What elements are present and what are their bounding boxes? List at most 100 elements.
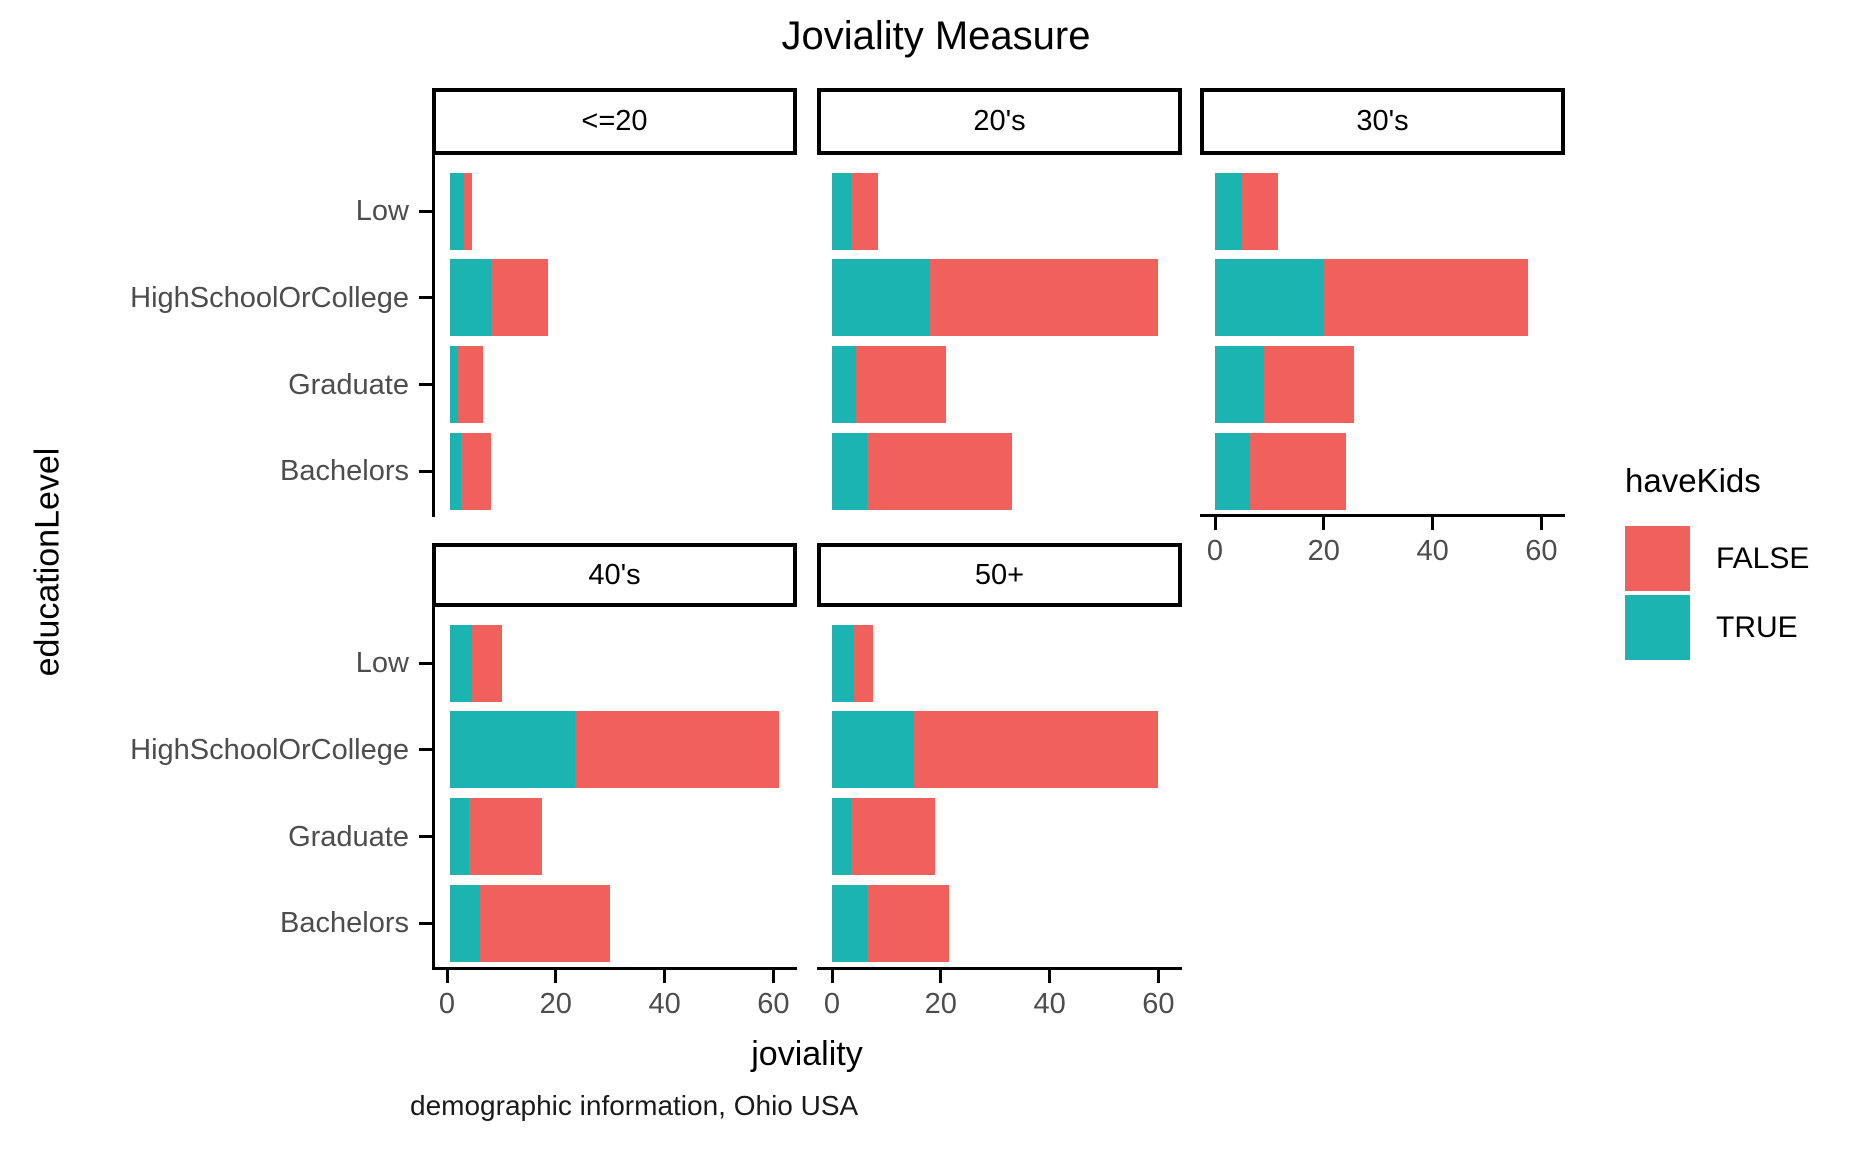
bar-segment-false-Bachelors [867, 432, 1012, 510]
x-axis-tick [554, 970, 558, 983]
facet-strip-label: 30's [1356, 105, 1409, 137]
facet-strip-label: 50+ [974, 558, 1025, 591]
bar-segment-false-Low [471, 624, 502, 702]
bar-segment-false-HighSchoolOrCollege [1323, 259, 1528, 337]
x-axis-tick [830, 970, 834, 983]
y-axis-tick [419, 921, 432, 925]
bar-segment-true-Low [832, 624, 854, 702]
bar-segment-true-Bachelors [832, 884, 868, 962]
bar-segment-true-Low [450, 624, 472, 702]
x-axis-tick [1156, 970, 1160, 983]
bar-segment-true-Bachelors [1215, 432, 1251, 510]
legend-entry-FALSE: FALSE [1625, 526, 1809, 591]
x-axis-tick [1539, 517, 1543, 530]
x-axis-tick [1322, 517, 1326, 530]
facet-strip-label: 20's [973, 105, 1026, 137]
y-category-label-HighSchoolOrCollege: HighSchoolOrCollege [130, 733, 409, 766]
bar-segment-true-Graduate [832, 346, 857, 424]
y-axis-tick [419, 469, 432, 473]
bar-segment-false-Bachelors [867, 884, 949, 962]
legend-title: haveKids [1625, 462, 1761, 499]
y-category-label-Low: Low [355, 647, 409, 679]
bar-segment-false-Low [851, 172, 879, 250]
bar-segment-true-Bachelors [832, 432, 868, 510]
x-axis-tick [939, 970, 943, 983]
bar-segment-true-Low [450, 172, 464, 250]
x-axis-tick [1213, 517, 1217, 530]
bar-segment-false-Graduate [856, 346, 947, 424]
y-category-label-Bachelors: Bachelors [280, 455, 409, 488]
bar-segment-true-HighSchoolOrCollege [450, 259, 491, 337]
x-axis-title: joviality [751, 1035, 863, 1073]
bar-segment-false-Bachelors [1250, 432, 1346, 510]
x-axis-tick-label: 20 [539, 988, 572, 1020]
bar-segment-false-Graduate [1263, 346, 1354, 424]
x-axis-tick-label: 20 [924, 988, 957, 1020]
y-axis-tick [419, 296, 432, 300]
facet-panel-<=20 [432, 155, 797, 517]
bar-segment-false-Low [1242, 172, 1278, 250]
facet-strip-<=20: <=20 [432, 88, 797, 155]
bar-segment-true-HighSchoolOrCollege [832, 259, 930, 337]
facet-strip-30's: 30's [1200, 88, 1565, 155]
bar-segment-true-Graduate [450, 346, 459, 424]
x-axis-tick-label: 0 [1206, 535, 1224, 567]
legend-label: FALSE [1716, 541, 1810, 575]
facet-strip-40's: 40's [432, 543, 797, 607]
x-axis-tick-label: 60 [1142, 988, 1175, 1020]
y-axis-tick [419, 383, 432, 387]
x-axis-tick-label: 40 [1033, 988, 1066, 1020]
bar-segment-true-HighSchoolOrCollege [450, 711, 576, 789]
y-axis-tick [419, 748, 432, 752]
y-category-label-Graduate: Graduate [288, 368, 409, 401]
facet-strip-label: <=20 [581, 105, 648, 137]
bar-segment-false-Graduate [851, 798, 936, 876]
facet-strip-label: 40's [588, 558, 641, 591]
y-category-label-Bachelors: Bachelors [280, 907, 409, 940]
bar-segment-false-Low [463, 172, 472, 250]
bar-segment-false-Graduate [458, 346, 483, 424]
bar-segment-false-Bachelors [479, 884, 611, 962]
legend: haveKids FALSE TRUE [1625, 462, 1809, 664]
facet-panel-20's [817, 155, 1182, 517]
bar-segment-true-Graduate [450, 798, 470, 876]
x-axis-tick [445, 970, 449, 983]
x-axis-tick [663, 970, 667, 983]
bar-segment-true-HighSchoolOrCollege [832, 711, 914, 789]
bar-segment-true-Graduate [832, 798, 852, 876]
x-axis-tick [771, 970, 775, 983]
bar-segment-true-Low [832, 172, 852, 250]
chart-title: Joviality Measure [781, 14, 1091, 58]
bar-segment-true-Bachelors [450, 432, 461, 510]
x-axis-tick [1431, 517, 1435, 530]
y-axis-tick [419, 209, 432, 213]
y-axis-title: educationLevel [28, 447, 67, 677]
legend-label: TRUE [1716, 610, 1798, 644]
facet-panel-30's [1200, 155, 1565, 517]
x-axis-tick-label: 20 [1307, 535, 1340, 567]
legend-entry-TRUE: TRUE [1625, 595, 1809, 660]
y-category-label-Graduate: Graduate [288, 820, 409, 853]
bar-segment-true-Bachelors [450, 884, 480, 962]
facet-panel-50+ [817, 607, 1182, 970]
x-axis-tick-label: 40 [648, 988, 681, 1020]
caption: demographic information, Ohio USA [410, 1090, 859, 1121]
bar-segment-false-Graduate [469, 798, 543, 876]
x-axis-tick-label: 40 [1416, 535, 1449, 567]
legend-swatch-FALSE [1625, 526, 1690, 591]
y-axis-tick [419, 835, 432, 839]
x-axis-tick-label: 60 [1525, 535, 1558, 567]
y-category-label-HighSchoolOrCollege: HighSchoolOrCollege [130, 281, 409, 314]
x-axis-tick-label: 60 [757, 988, 790, 1020]
x-axis-tick-label: 0 [438, 988, 456, 1020]
bar-segment-false-Bachelors [460, 432, 491, 510]
bar-segment-true-Graduate [1215, 346, 1264, 424]
bar-segment-false-HighSchoolOrCollege [575, 711, 780, 789]
y-axis-tick [419, 661, 432, 665]
bar-segment-false-HighSchoolOrCollege [929, 259, 1159, 337]
facet-strip-50+: 50+ [817, 543, 1182, 607]
legend-entries: FALSE TRUE [1625, 526, 1809, 660]
y-category-label-Low: Low [355, 195, 409, 227]
bar-segment-false-HighSchoolOrCollege [913, 711, 1159, 789]
